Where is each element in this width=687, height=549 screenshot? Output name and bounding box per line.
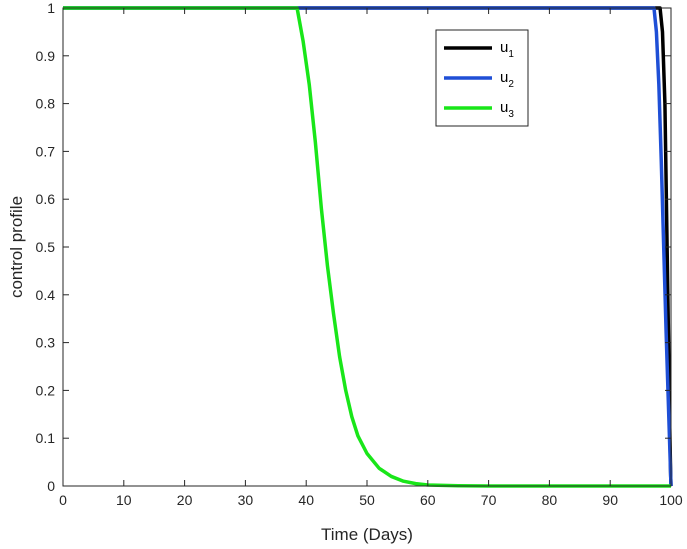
y-tick-label: 1	[47, 0, 55, 16]
y-tick-label: 0	[47, 478, 55, 494]
x-tick-label: 0	[59, 492, 67, 508]
x-tick-label: 70	[481, 492, 497, 508]
y-tick-label: 0.2	[36, 382, 56, 398]
y-tick-label: 0.3	[36, 335, 56, 351]
y-tick-label: 0.9	[36, 48, 56, 64]
x-tick-label: 60	[420, 492, 436, 508]
series-line-u2	[63, 6, 673, 487]
x-axis-label: Time (Days)	[321, 525, 413, 544]
y-tick-label: 0.7	[36, 143, 56, 159]
plot-background	[63, 8, 671, 486]
x-tick-label: 20	[177, 492, 193, 508]
y-tick-label: 0.6	[36, 191, 56, 207]
x-tick-label: 50	[359, 492, 375, 508]
series-line-u3	[63, 6, 671, 488]
series-layer	[63, 6, 673, 488]
y-tick-label: 0.5	[36, 239, 56, 255]
x-tick-label: 100	[659, 492, 683, 508]
x-tick-label: 80	[542, 492, 558, 508]
y-axis-label: control profile	[7, 196, 26, 298]
ticks-layer: 0 10 20 30 40 50 60 70 80 90 100 0 0.1 0.2 0.3 0.4 0.5 0.…	[36, 0, 683, 508]
x-tick-label: 30	[238, 492, 254, 508]
y-tick-label: 0.1	[36, 430, 56, 446]
x-tick-label: 10	[116, 492, 132, 508]
x-tick-label: 40	[298, 492, 314, 508]
x-tick-label: 90	[602, 492, 618, 508]
plot-area	[63, 8, 671, 486]
y-tick-label: 0.8	[36, 96, 56, 112]
y-tick-label: 0.4	[36, 287, 56, 303]
